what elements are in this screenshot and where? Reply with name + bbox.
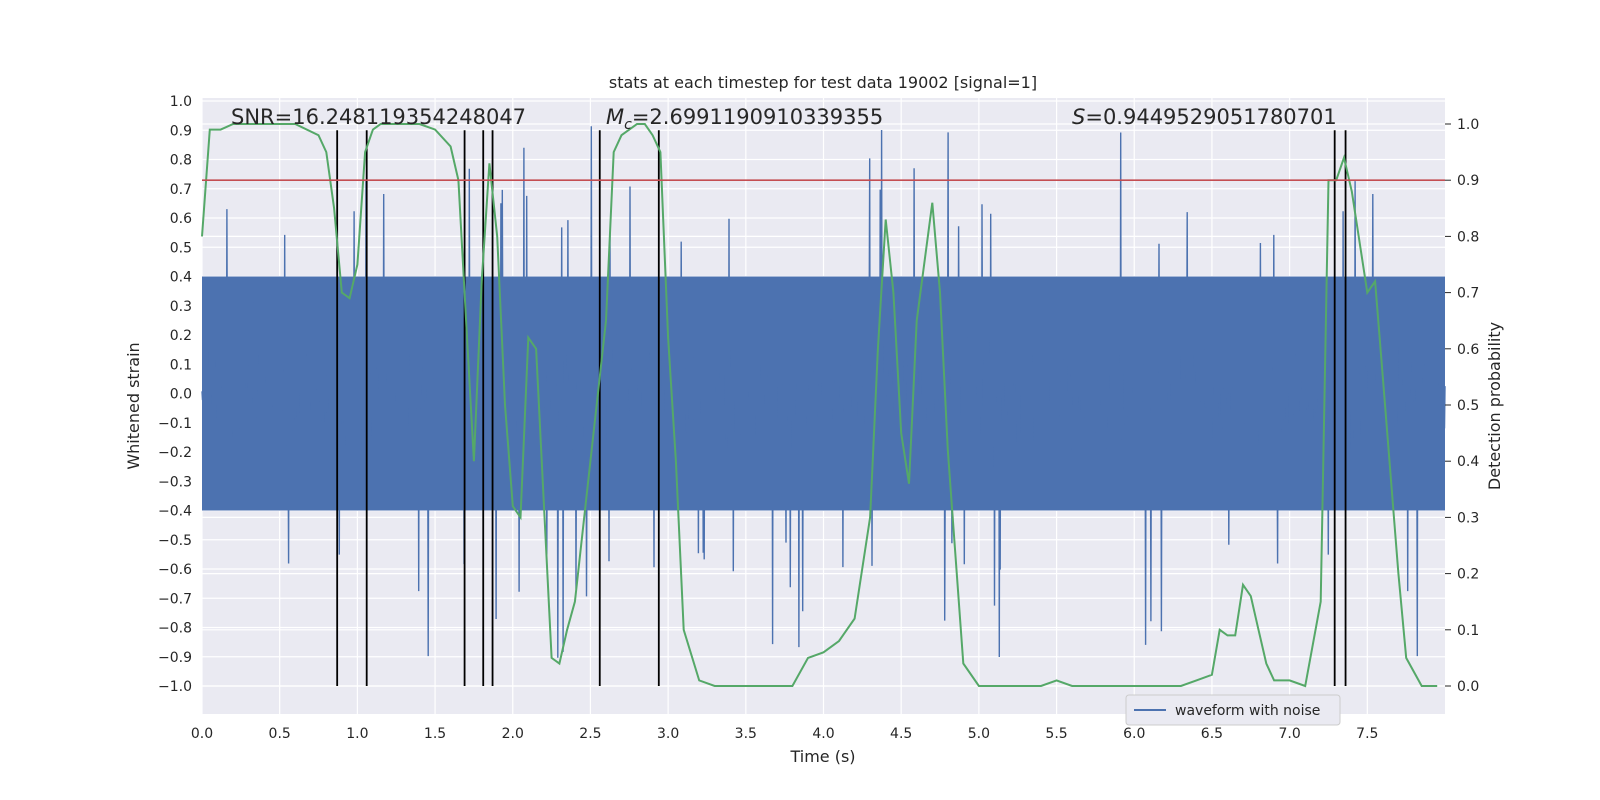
s-value: =0.9449529051780701 [1085,105,1336,129]
vertical-markers [336,130,1347,686]
chart-title: stats at each timestep for test data 190… [609,73,1037,92]
x-tick-label: 7.0 [1278,726,1300,742]
x-tick-label: 3.0 [657,726,679,742]
detection-probability-line [201,123,1438,688]
left-y-tick-label: −0.1 [158,416,192,432]
left-y-axis-label: Whitened strain [124,342,143,469]
legend-box [1125,694,1341,726]
left-y-tick-label: −0.7 [158,591,192,607]
left-y-tick-label: 0.3 [170,299,192,315]
chirp-mass-symbol: M [606,105,624,129]
left-y-tick-label: −0.3 [158,474,192,490]
x-tick-label: 0.0 [191,726,213,742]
left-y-tick-label: 0.8 [170,153,192,169]
left-y-tick-label: −1.0 [158,679,192,695]
left-y-tick-label: 0.0 [170,387,192,403]
left-y-tick-label: 0.6 [170,211,192,227]
chirp-mass-annotation: Mc=2.6991190910339355 [606,105,883,133]
left-y-tick-label: −0.6 [158,562,192,578]
left-y-tick-label: −0.4 [158,504,192,520]
legend-label: waveform with noise [1175,703,1320,719]
x-tick-label: 2.0 [502,726,524,742]
left-y-tick-label: 1.0 [170,94,192,110]
right-y-tick-label: 0.5 [1457,398,1479,414]
left-y-tick-label: −0.9 [158,650,192,666]
left-y-axis-ticks: 1.0 0.9 0.8 0.7 0.6 0.5 0.4 0.3 0.2 0.1 0.0 −0.1 −0.… [158,94,192,695]
waveform-trace [201,126,1446,658]
right-y-tick-label: 0.4 [1457,454,1479,470]
right-y-tick-label: 1.0 [1457,117,1479,133]
left-y-tick-label: −0.5 [158,533,192,549]
x-tick-label: 3.5 [735,726,757,742]
right-y-tick-label: 0.1 [1457,623,1479,639]
right-y-axis-ticks: 1.0 0.9 0.8 0.7 0.6 0.5 0.4 0.3 0.2 0.1 0.0 [1445,117,1479,695]
chirp-mass-value: =2.6991190910339355 [632,105,883,129]
x-axis-ticks: 0.0 0.5 1.0 1.5 2.0 2.5 3.0 3.5 4.0 4.5 5.0 5.5 6.0 6… [191,726,1379,742]
right-y-tick-label: 0.3 [1457,510,1479,526]
right-y-tick-label: 0.7 [1457,286,1479,302]
x-tick-label: 7.5 [1356,726,1378,742]
right-y-tick-label: 0.8 [1457,229,1479,245]
s-symbol: S [1072,105,1085,129]
left-y-tick-label: −0.8 [158,621,192,637]
x-tick-label: 1.0 [346,726,368,742]
left-y-tick-label: −0.2 [158,445,192,461]
x-tick-label: 1.5 [424,726,446,742]
left-y-tick-label: 0.2 [170,328,192,344]
x-tick-label: 6.0 [1123,726,1145,742]
x-tick-label: 5.0 [968,726,990,742]
left-y-tick-label: 0.7 [170,182,192,198]
right-y-axis-label: Detection probability [1485,322,1504,490]
x-tick-label: 4.0 [812,726,834,742]
left-y-tick-label: 0.9 [170,123,192,139]
x-tick-label: 5.5 [1045,726,1067,742]
snr-annotation: SNR=16.248119354248047 [231,105,526,129]
x-axis-label: Time (s) [789,747,855,766]
left-y-tick-label: 0.4 [170,270,192,286]
right-y-tick-label: 0.0 [1457,679,1479,695]
left-y-tick-label: 0.5 [170,240,192,256]
legend: waveform with noise [1125,694,1341,726]
chirp-mass-subscript: c [624,117,632,133]
probability-series [201,123,1438,688]
s-annotation: S=0.9449529051780701 [1072,105,1337,129]
x-tick-label: 2.5 [579,726,601,742]
x-tick-label: 0.5 [269,726,291,742]
right-y-tick-label: 0.2 [1457,567,1479,583]
right-y-tick-label: 0.9 [1457,173,1479,189]
x-tick-label: 4.5 [890,726,912,742]
x-tick-label: 6.5 [1201,726,1223,742]
left-y-tick-label: 0.1 [170,357,192,373]
right-y-tick-label: 0.6 [1457,342,1479,358]
waveform-series [201,126,1446,658]
